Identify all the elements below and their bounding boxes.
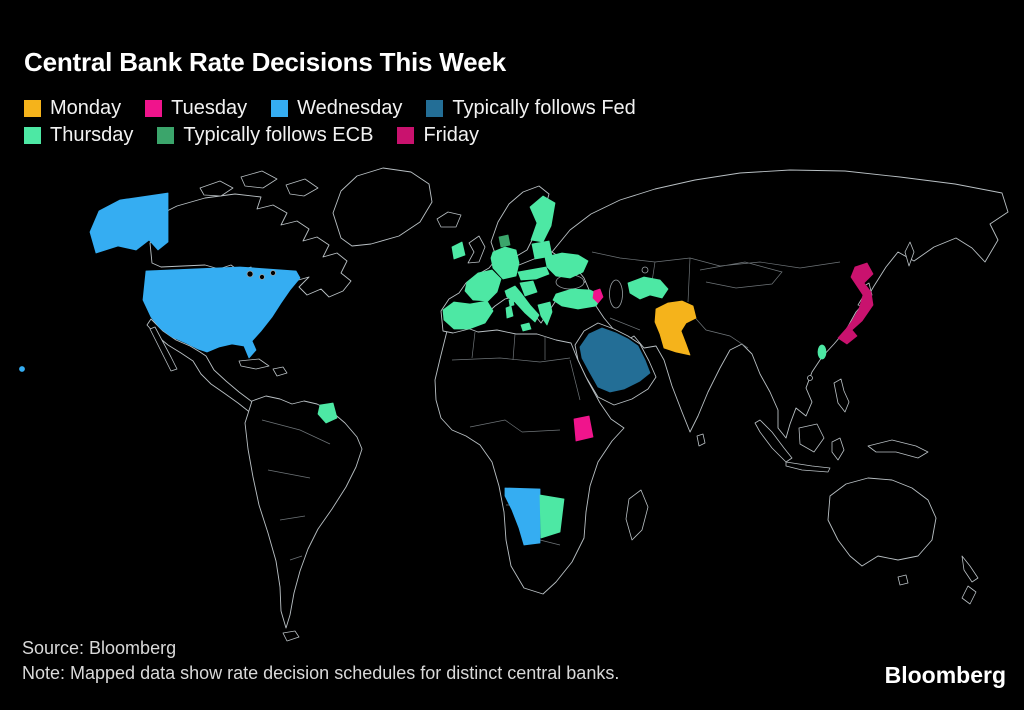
country-sicily bbox=[520, 322, 532, 332]
country-french-guiana bbox=[317, 402, 338, 424]
page-title: Central Bank Rate Decisions This Week bbox=[24, 47, 506, 78]
landmass-java bbox=[785, 461, 831, 473]
landmass-new-guinea bbox=[867, 439, 929, 459]
landmass-arctic-island-2 bbox=[240, 170, 278, 189]
country-botswana bbox=[539, 494, 565, 539]
landmass-sri-lanka bbox=[696, 433, 706, 447]
legend-item-tuesday: Tuesday bbox=[145, 97, 247, 120]
great-lake-1 bbox=[246, 270, 254, 278]
country-saudi-arabia bbox=[579, 327, 651, 393]
legend: Monday Tuesday Wednesday Typically follows … bbox=[24, 97, 636, 147]
landmass-asia bbox=[551, 169, 1009, 439]
country-iberia bbox=[442, 300, 494, 330]
legend-item-friday: Friday bbox=[397, 124, 479, 147]
landmass-sakhalin bbox=[904, 241, 915, 267]
country-uganda bbox=[573, 415, 594, 442]
source-text: Source: Bloomberg bbox=[22, 638, 177, 658]
country-uzbekistan bbox=[627, 276, 669, 300]
country-turkey bbox=[552, 288, 603, 310]
footer: Source: Bloomberg Note: Mapped data show… bbox=[22, 636, 619, 686]
legend-label: Monday bbox=[50, 97, 122, 119]
aral-sea bbox=[641, 266, 649, 274]
caspian-sea bbox=[609, 279, 623, 309]
legend-swatch-icon bbox=[157, 127, 175, 144]
landmass-greenland bbox=[332, 167, 433, 247]
landmass-africa bbox=[434, 325, 625, 595]
country-ukraine bbox=[544, 252, 589, 279]
legend-label: Friday bbox=[423, 124, 480, 146]
country-japan bbox=[837, 262, 874, 345]
great-lake-3 bbox=[270, 270, 276, 276]
border-lines-south-america bbox=[261, 419, 331, 561]
legend-label: Thursday bbox=[50, 124, 134, 146]
country-denmark bbox=[498, 234, 511, 248]
landmass-madagascar bbox=[625, 489, 649, 541]
country-ireland bbox=[451, 241, 466, 260]
legend-swatch-icon bbox=[24, 127, 41, 144]
landmass-south-america bbox=[244, 395, 363, 629]
landmass-tierra-del-fuego bbox=[282, 630, 300, 642]
country-united-states-alaska bbox=[89, 192, 169, 254]
country-croatia-slovenia bbox=[519, 280, 538, 297]
landmass-australia bbox=[827, 477, 937, 567]
country-sardinia bbox=[505, 305, 514, 319]
landmass-arctic-island-3 bbox=[285, 178, 319, 197]
legend-swatch-icon bbox=[271, 100, 289, 117]
landmass-new-zealand-south bbox=[961, 585, 977, 605]
legend-item-thursday: Thursday bbox=[24, 124, 133, 147]
landmass-tasmania bbox=[897, 574, 909, 586]
country-corsica bbox=[508, 298, 515, 307]
legend-row-2: Thursday Typically follows ECB Friday bbox=[24, 124, 636, 147]
legend-label: Typically follows ECB bbox=[183, 124, 374, 146]
legend-row-1: Monday Tuesday Wednesday Typically follows … bbox=[24, 97, 636, 120]
landmass-baja bbox=[149, 326, 178, 372]
country-taiwan bbox=[817, 344, 827, 360]
legend-swatch-icon bbox=[145, 100, 163, 117]
country-france bbox=[464, 269, 502, 302]
landmass-arctic-island-1 bbox=[199, 180, 234, 197]
great-lake-2 bbox=[259, 274, 265, 280]
legend-label: Tuesday bbox=[171, 97, 248, 119]
legend-label: Wednesday bbox=[297, 97, 403, 119]
legend-swatch-icon bbox=[397, 127, 415, 144]
note-text: Note: Mapped data show rate decision sch… bbox=[22, 663, 620, 683]
landmass-philippines bbox=[833, 378, 850, 413]
country-pakistan bbox=[654, 300, 697, 356]
legend-item-typically-follows-fed: Typically follows Fed bbox=[426, 97, 636, 120]
bloomberg-logo: Bloomberg bbox=[884, 662, 1006, 688]
landmass-hispaniola bbox=[272, 366, 288, 377]
landmass-cuba bbox=[238, 358, 270, 370]
landmass-iceland bbox=[436, 211, 462, 228]
legend-item-wednesday: Wednesday bbox=[271, 97, 402, 120]
legend-swatch-icon bbox=[24, 100, 41, 117]
country-finland bbox=[529, 195, 556, 243]
landmass-new-zealand-north bbox=[961, 555, 979, 583]
country-greece bbox=[537, 301, 553, 326]
landmass-hainan bbox=[807, 375, 813, 381]
legend-swatch-icon bbox=[426, 100, 444, 117]
country-armenia bbox=[592, 288, 604, 304]
legend-item-typically-follows-ecb: Typically follows ECB bbox=[157, 124, 373, 147]
country-united-states-hawaii bbox=[19, 366, 25, 372]
landmass-sulawesi bbox=[831, 437, 845, 461]
landmass-borneo bbox=[798, 423, 825, 453]
country-germany-benelux bbox=[490, 246, 520, 280]
landmass-united-kingdom bbox=[467, 235, 486, 264]
country-united-states bbox=[142, 266, 301, 359]
legend-item-monday: Monday bbox=[24, 97, 121, 120]
legend-label: Typically follows Fed bbox=[452, 97, 636, 119]
country-austria-slovakia bbox=[517, 266, 550, 281]
